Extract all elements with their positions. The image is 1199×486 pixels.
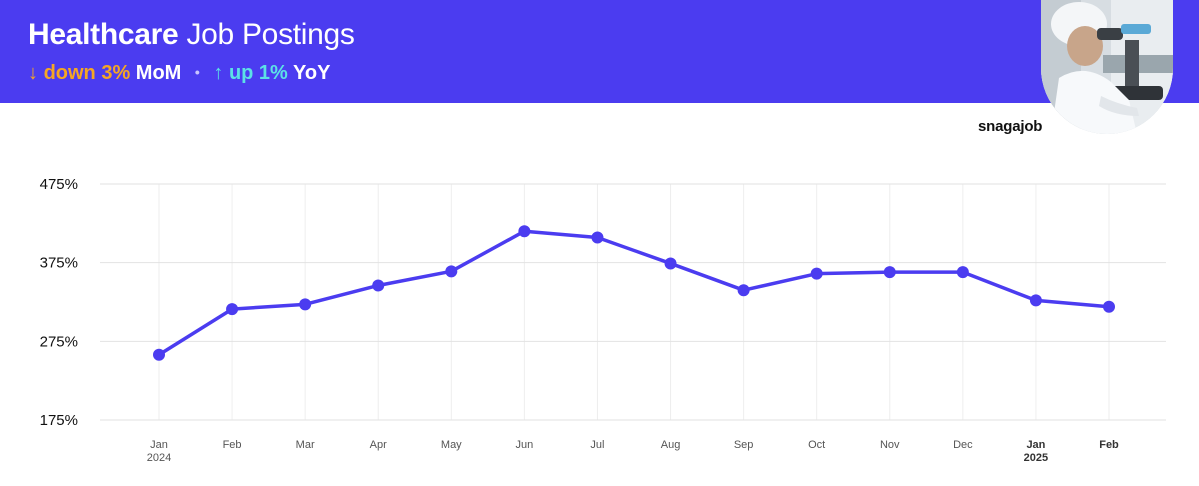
data-point bbox=[299, 298, 312, 311]
page-title: Healthcare Job Postings bbox=[28, 18, 355, 52]
up-arrow-icon: ↑ bbox=[213, 62, 224, 84]
x-tick-label: Jul bbox=[590, 439, 604, 451]
y-axis: 175% 275% 375% 475% bbox=[40, 176, 78, 429]
lab-technician-photo bbox=[1041, 0, 1173, 134]
x-tick-label: Mar bbox=[296, 439, 315, 451]
y-tick-label: 475% bbox=[40, 176, 78, 193]
mom-label: MoM bbox=[135, 62, 182, 84]
x-tick-label: Apr bbox=[370, 439, 387, 451]
data-point bbox=[518, 225, 531, 238]
title-rest: Job Postings bbox=[186, 18, 355, 51]
data-point bbox=[1029, 294, 1042, 307]
yoy-change: up 1% bbox=[228, 62, 288, 84]
data-point bbox=[956, 266, 969, 279]
series-line bbox=[157, 229, 1111, 357]
data-point bbox=[737, 284, 750, 297]
data-point bbox=[445, 265, 458, 278]
data-point bbox=[1103, 300, 1115, 313]
y-tick-label: 375% bbox=[40, 255, 78, 272]
separator-dot-icon: • bbox=[194, 64, 200, 80]
x-tick-year-label: 2025 bbox=[1024, 452, 1048, 464]
x-tick-label: Feb bbox=[1099, 439, 1119, 451]
mom-change: down 3% bbox=[43, 62, 131, 84]
microscope-photo-illustration bbox=[1041, 0, 1173, 134]
y-tick-label: 175% bbox=[40, 412, 78, 429]
x-tick-label: Oct bbox=[808, 439, 825, 451]
data-point bbox=[883, 266, 896, 279]
data-point bbox=[664, 257, 677, 270]
x-tick-label: Jan bbox=[1026, 439, 1045, 451]
x-tick-label: Jun bbox=[516, 439, 534, 451]
y-tick-label: 275% bbox=[40, 333, 78, 350]
data-point bbox=[810, 267, 823, 280]
series-layer bbox=[153, 225, 1115, 361]
x-tick-label: Aug bbox=[661, 439, 681, 451]
chart-grid bbox=[100, 183, 1166, 421]
x-tick-label: Nov bbox=[880, 439, 900, 451]
yoy-label: YoY bbox=[293, 62, 331, 84]
down-arrow-icon: ↓ bbox=[28, 62, 38, 84]
x-tick-label: Dec bbox=[953, 439, 973, 451]
x-tick-label: May bbox=[441, 439, 462, 451]
data-point bbox=[153, 348, 165, 361]
change-summary: ↓ down 3% MoM • ↑ up 1% YoY bbox=[28, 62, 330, 85]
header-banner bbox=[0, 0, 1199, 103]
data-point bbox=[226, 303, 239, 316]
snagajob-logo: snagajob bbox=[978, 118, 1043, 135]
data-point bbox=[372, 279, 385, 292]
x-tick-label: Jan bbox=[150, 439, 168, 451]
data-point bbox=[591, 231, 604, 244]
x-tick-year-label: 2024 bbox=[147, 452, 171, 464]
x-tick-label: Sep bbox=[734, 439, 754, 451]
x-tick-label: Feb bbox=[223, 439, 242, 451]
title-bold: Healthcare bbox=[28, 18, 179, 51]
